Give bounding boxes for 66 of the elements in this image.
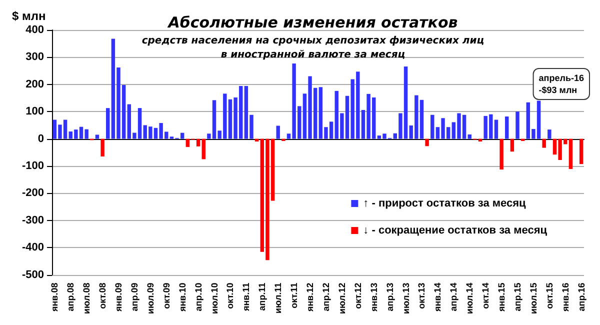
x-tick-label: апр.15	[512, 282, 522, 312]
y-tick-label: -300	[22, 214, 44, 226]
bar	[106, 108, 110, 139]
bar	[430, 114, 434, 139]
x-tick-label: янв.13	[368, 282, 379, 312]
y-tick-label: -200	[22, 187, 44, 200]
bar	[468, 134, 472, 139]
x-tick-label: апр.09	[129, 282, 140, 312]
bar	[568, 138, 573, 169]
y-tick-label: 100	[26, 106, 44, 118]
bar	[579, 138, 584, 164]
x-tick-label: янв.16	[560, 282, 570, 312]
y-tick-label: 300	[26, 51, 44, 64]
x-tick-label: июл.11	[273, 282, 284, 314]
x-tick-label: янв.14	[432, 282, 443, 312]
annotation: апрель-16 -$93 млн	[538, 73, 584, 95]
x-tick-label: апр.12	[320, 282, 331, 312]
x-tick-label: янв.10	[177, 282, 188, 312]
x-tick-label: окт.08	[98, 282, 108, 309]
bar	[542, 138, 546, 148]
x-tick-label: апр.10	[193, 282, 204, 312]
x-tick-label: апр.14	[448, 282, 459, 312]
bar	[500, 138, 504, 170]
x-tick-label: окт.15	[544, 282, 554, 309]
legend-label: ↑ - прирост остатков за месяц	[363, 198, 526, 210]
x-tick-label: янв.12	[305, 282, 316, 312]
bar	[276, 126, 280, 139]
bar	[510, 138, 514, 152]
x-tick-label: июл.13	[400, 282, 411, 314]
bar	[95, 134, 100, 139]
y-tick-label: -500	[22, 268, 44, 281]
y-tick-label: 0	[38, 132, 44, 145]
x-tick-label: окт.11	[289, 282, 300, 308]
bar	[202, 138, 206, 160]
y-tick-label: 400	[26, 24, 44, 36]
x-tick-label: июл.12	[336, 282, 347, 314]
x-tick-label: апр.11	[257, 282, 268, 311]
y-tick-label: 200	[26, 78, 44, 90]
x-tick-label: окт.10	[225, 282, 236, 309]
x-tick-label: янв.11	[241, 282, 252, 312]
x-tick-label: окт.14	[480, 282, 491, 309]
x-tick-label: апр.13	[384, 282, 395, 312]
y-tick-label: -400	[22, 242, 44, 254]
x-tick-label: окт.09	[161, 282, 172, 309]
x-tick-label: окт.12	[352, 282, 363, 309]
x-tick-label: окт.13	[416, 282, 427, 309]
y-tick-label: -100	[22, 160, 44, 172]
x-tick-label: апр.16	[576, 282, 586, 312]
x-tick-label: июл.08	[82, 282, 92, 314]
x-tick-label: апр.08	[66, 282, 76, 312]
x-tick-label: янв.09	[114, 282, 124, 312]
bar	[548, 130, 552, 139]
text: средств населения на срочных депозитах физических лиц в иностранной валюте за месяц	[142, 36, 484, 60]
x-tick-label: янв.08	[50, 282, 60, 312]
y-axis-title: $ млн	[12, 9, 46, 23]
x-tick-label: июл.09	[145, 282, 156, 314]
x-tick-label: июл.10	[209, 282, 220, 314]
chart-title: Абсолютные изменения остатков	[167, 14, 458, 32]
bar	[425, 138, 429, 146]
x-tick-label: июл.15	[528, 282, 538, 314]
x-tick-label: янв.15	[496, 282, 507, 312]
bar	[100, 138, 104, 156]
bar	[505, 116, 509, 139]
x-tick-label: июл.14	[464, 282, 475, 314]
legend-label: ↓ - сокращение остатков за месяц	[363, 224, 548, 236]
bar	[516, 112, 520, 139]
